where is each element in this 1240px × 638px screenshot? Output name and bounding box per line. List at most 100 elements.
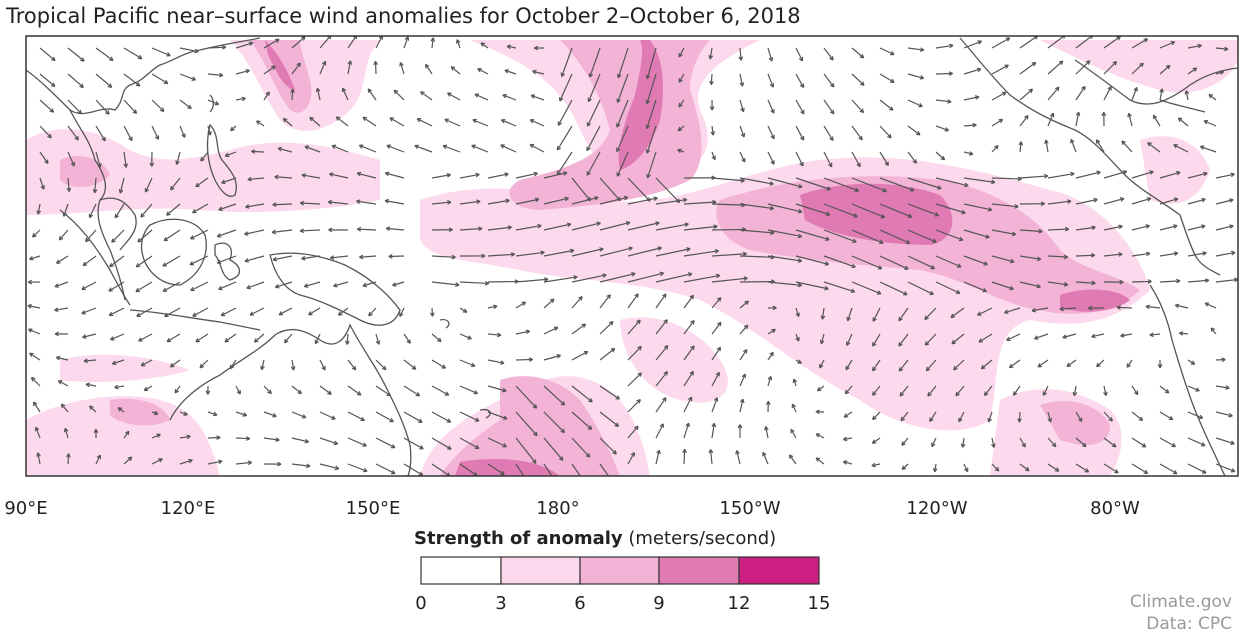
wind-arrow [137, 229, 153, 243]
wind-arrow-head [854, 187, 860, 193]
lon-label-90e: 90°E [4, 498, 47, 519]
wind-arrow [571, 463, 581, 476]
wind-arrow-head [583, 481, 587, 485]
wind-arrow-head [799, 136, 805, 141]
wind-arrow-head [735, 450, 740, 455]
wind-arrow [431, 174, 451, 179]
wind-arrow-head [968, 151, 974, 156]
wind-arrow [851, 47, 865, 59]
wind-arrow-head [1044, 139, 1049, 144]
wind-arrow-head [47, 133, 52, 139]
wind-arrow-head [871, 366, 877, 372]
wind-arrow [58, 380, 69, 387]
wind-arrow [245, 203, 265, 208]
wind-arrow-head [32, 233, 37, 238]
wind-arrow-head [558, 456, 564, 461]
wind-arrow-head [1018, 141, 1024, 146]
wind-arrow-head [96, 454, 101, 460]
wind-arrow [444, 118, 461, 127]
wind-arrow [140, 203, 153, 218]
wind-arrow [543, 385, 566, 406]
wind-arrow [375, 385, 391, 397]
wind-arrow [872, 437, 881, 444]
wind-arrow [487, 253, 515, 257]
wind-arrow-head [715, 273, 721, 279]
wind-arrow [907, 73, 924, 79]
wind-arrow [739, 177, 774, 185]
wind-arrow-head [815, 433, 821, 438]
wind-arrow [599, 321, 614, 335]
wind-arrow-head [247, 460, 253, 466]
wind-arrow-head [391, 469, 396, 475]
wind-arrow-head [472, 118, 477, 124]
wind-arrow-head [795, 312, 800, 318]
wind-arrow-head [386, 144, 391, 149]
wind-arrow [450, 66, 461, 75]
wind-arrow-head [1103, 391, 1108, 396]
wind-arrow [616, 125, 629, 152]
wind-arrow-head [1192, 67, 1198, 72]
wind-arrow-head [224, 338, 229, 343]
wind-arrow [333, 281, 349, 287]
wind-arrow [356, 200, 377, 205]
wind-arrow-head [420, 91, 425, 96]
legend-swatch-3-6 [500, 556, 581, 585]
wind-arrow [924, 307, 937, 320]
wind-arrow-head [218, 206, 223, 211]
wind-arrow-head [762, 451, 767, 457]
wind-arrow-head [677, 148, 682, 154]
wind-arrow [291, 89, 294, 101]
wind-arrow [1045, 139, 1049, 153]
wind-arrow [319, 437, 338, 445]
wind-arrow-head [247, 176, 252, 182]
wind-arrow-head [742, 348, 748, 354]
wind-arrow-head [66, 187, 72, 192]
wind-arrow [951, 333, 965, 345]
wind-arrow [871, 463, 881, 467]
wind-arrow [710, 73, 713, 85]
wind-arrow [37, 203, 41, 215]
wind-arrow [616, 99, 629, 128]
wind-arrow [907, 229, 937, 243]
wind-arrow [980, 359, 993, 370]
wind-arrow-head [474, 444, 480, 450]
wind-arrow-head [1118, 224, 1123, 230]
wind-arrow-head [1010, 258, 1015, 264]
wind-arrow-head [534, 197, 540, 203]
wind-arrow-head [304, 145, 310, 150]
wind-arrow-head [1173, 144, 1178, 149]
wind-arrow-head [1230, 250, 1236, 256]
wind-arrow [935, 281, 961, 294]
wind-arrow [272, 255, 293, 261]
wind-arrow [111, 229, 125, 243]
wind-arrow-head [358, 144, 364, 149]
wind-arrow-head [1070, 171, 1075, 177]
wind-arrow [1152, 114, 1161, 127]
wind-arrow [487, 199, 510, 205]
wind-arrow [1208, 93, 1217, 101]
wind-arrow-head [1017, 418, 1022, 423]
wind-arrow [1066, 359, 1077, 368]
wind-arrow-head [473, 390, 479, 395]
wind-arrow [189, 255, 209, 266]
wind-arrow-head [1051, 442, 1057, 448]
wind-arrow [304, 281, 321, 288]
wind-arrow [1019, 175, 1048, 179]
wind-arrow [991, 463, 1000, 472]
wind-arrow [384, 200, 405, 205]
wind-arrow [765, 426, 769, 439]
wind-arrow-head [373, 60, 378, 66]
wind-arrow [586, 99, 601, 127]
wind-arrow [767, 229, 802, 238]
wind-arrow [571, 222, 601, 231]
wind-arrow-head [144, 188, 150, 193]
wind-arrow-head [1119, 197, 1125, 202]
wind-arrow-head [586, 146, 591, 152]
wind-arrow-head [416, 118, 422, 123]
wind-arrow-head [186, 434, 191, 440]
wind-arrow [174, 385, 181, 394]
wind-arrow-head [191, 209, 197, 214]
wind-arrow-head [1210, 327, 1216, 332]
wind-arrow-head [901, 465, 907, 470]
wind-arrow-head [1090, 253, 1096, 258]
